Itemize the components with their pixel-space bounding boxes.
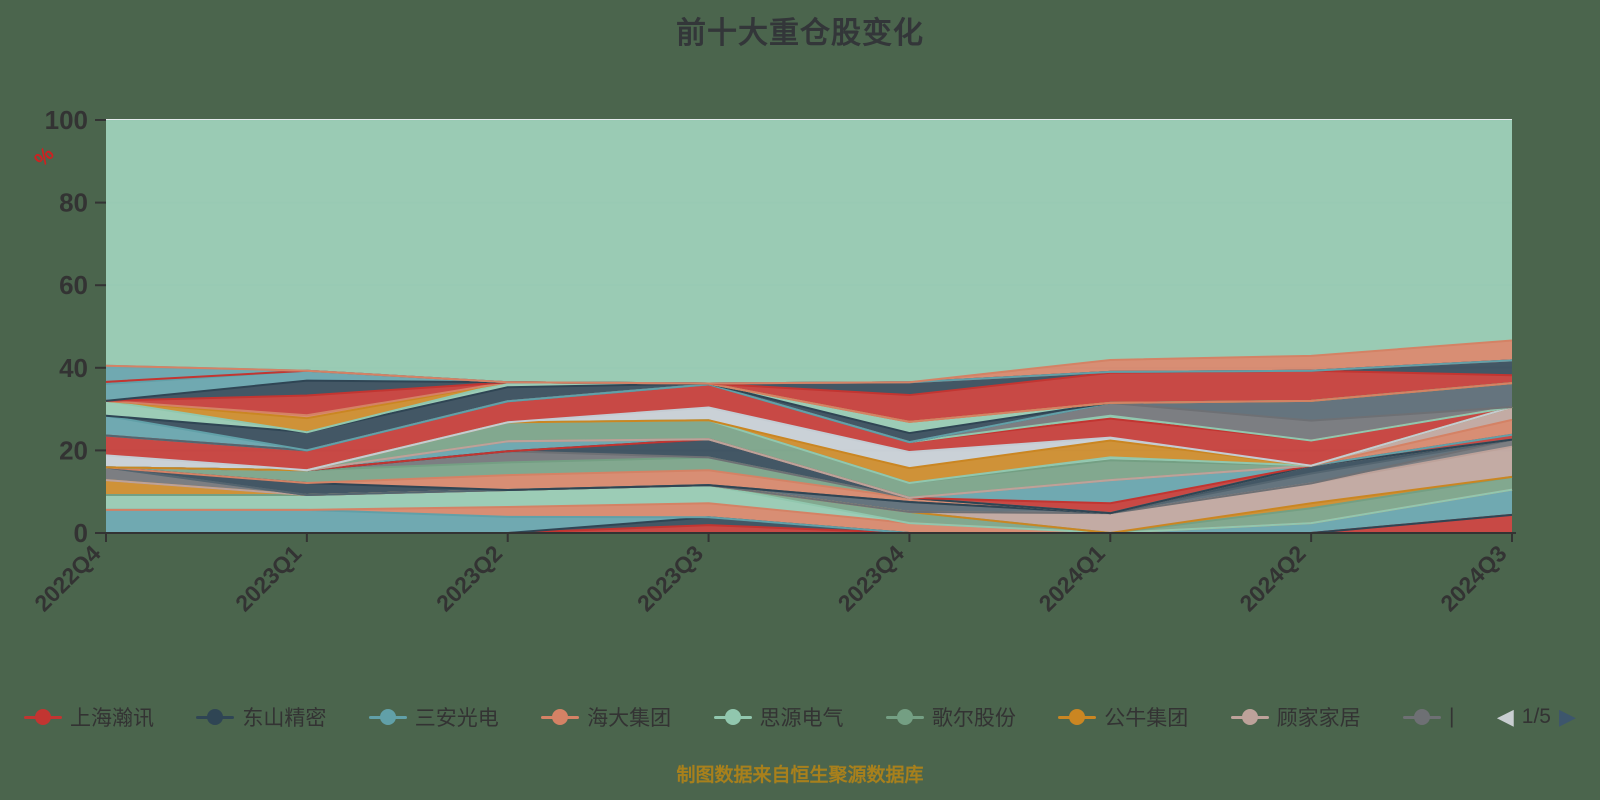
legend-label: 海大集团 bbox=[587, 707, 672, 730]
data-source-caption: 制图数据来自恒生聚源数据库 bbox=[676, 765, 924, 786]
legend-label: 顾家家居 bbox=[1276, 707, 1361, 730]
legend-marker-icon bbox=[196, 709, 235, 725]
y-tick-label-100: 100 bbox=[45, 105, 88, 135]
x-tick-label-2024Q3: 2024Q3 bbox=[1435, 540, 1511, 616]
x-tick-label-2023Q3: 2023Q3 bbox=[632, 540, 708, 616]
series-line-23 bbox=[105, 406, 1513, 472]
series-line-19 bbox=[105, 406, 1513, 499]
legend: 上海瀚讯 东山精密 三安光电 海大集团 思源电气 歌尔股份 公牛集团 顾家家居 | ◀ 1/5 ▶ bbox=[0, 702, 1600, 732]
page-title: 前十大重仓股变化 bbox=[676, 17, 924, 50]
area-series-26 bbox=[106, 384, 1512, 451]
x-tick-label-2022Q4: 2022Q4 bbox=[29, 540, 105, 616]
legend-item-歌尔股份[interactable]: 歌尔股份 bbox=[885, 702, 1016, 732]
legend-label: 东山精密 bbox=[242, 707, 327, 730]
legend-page-indicator: 1/5 bbox=[1521, 705, 1551, 728]
legend-label: 公牛集团 bbox=[1104, 707, 1189, 730]
area-series-38 bbox=[106, 340, 1512, 384]
legend-item-公牛集团[interactable]: 公牛集团 bbox=[1058, 702, 1188, 732]
y-tick-label-60: 60 bbox=[59, 270, 88, 300]
legend-label: | bbox=[1449, 705, 1455, 728]
area-series-14 bbox=[106, 439, 1512, 514]
legend-marker-icon bbox=[1403, 709, 1441, 725]
area-series-33 bbox=[106, 370, 1512, 422]
legend-marker-icon bbox=[1230, 709, 1269, 725]
legend-item-clipped[interactable]: | bbox=[1403, 705, 1454, 729]
legend-marker-icon bbox=[1058, 709, 1097, 725]
legend-item-顾家家居[interactable]: 顾家家居 bbox=[1230, 702, 1361, 732]
series-line-38 bbox=[105, 339, 1513, 385]
legend-item-海大集团[interactable]: 海大集团 bbox=[541, 702, 671, 732]
legend-label: 上海瀚讯 bbox=[70, 707, 154, 730]
legend-marker-icon bbox=[368, 709, 407, 725]
area-思源电气 bbox=[106, 485, 1512, 533]
x-tick-label-2023Q1: 2023Q1 bbox=[230, 540, 306, 616]
area-series-15 bbox=[106, 439, 1512, 514]
y-tick-label-0: 0 bbox=[74, 518, 88, 548]
area-series-24 bbox=[106, 384, 1512, 471]
y-tick-label-80: 80 bbox=[59, 188, 88, 218]
legend-item-思源电气[interactable]: 思源电气 bbox=[713, 702, 844, 732]
legend-label: 三安光电 bbox=[414, 707, 499, 730]
y-tick-label-40: 40 bbox=[59, 353, 88, 383]
x-tick-label-2024Q1: 2024Q1 bbox=[1034, 540, 1110, 616]
x-tick-label-2024Q2: 2024Q2 bbox=[1234, 540, 1310, 616]
legend-marker-icon bbox=[885, 709, 924, 725]
area-三安光电 bbox=[106, 489, 1512, 533]
area-series-28 bbox=[106, 383, 1512, 451]
x-tick-label-2023Q2: 2023Q2 bbox=[431, 540, 507, 616]
area-remainder bbox=[106, 120, 1512, 384]
area-series-31 bbox=[106, 382, 1512, 433]
legend-next-page-icon[interactable]: ▶ bbox=[1558, 704, 1576, 729]
legend-prev-page-icon[interactable]: ◀ bbox=[1496, 704, 1514, 729]
area-series-23 bbox=[106, 407, 1512, 471]
y-tick-label-20: 20 bbox=[59, 435, 88, 465]
area-series-13 bbox=[106, 439, 1512, 514]
legend-pagination: ◀ 1/5 ▶ bbox=[1497, 705, 1576, 729]
legend-marker-icon bbox=[24, 709, 62, 725]
legend-item-东山精密[interactable]: 东山精密 bbox=[196, 702, 326, 732]
area-顾家家居 bbox=[106, 446, 1512, 533]
series-line-32 bbox=[105, 381, 1513, 423]
x-tick-label-2023Q4: 2023Q4 bbox=[833, 540, 909, 616]
legend-marker-icon bbox=[713, 709, 752, 725]
legend-label: 思源电气 bbox=[759, 707, 844, 730]
legend-item-三安光电[interactable]: 三安光电 bbox=[368, 702, 499, 732]
area-series-17 bbox=[106, 434, 1512, 504]
legend-marker-icon bbox=[541, 709, 580, 725]
area-series-29 bbox=[106, 383, 1512, 451]
legend-label: 歌尔股份 bbox=[931, 707, 1016, 730]
legend-item-上海瀚讯[interactable]: 上海瀚讯 bbox=[24, 702, 154, 732]
